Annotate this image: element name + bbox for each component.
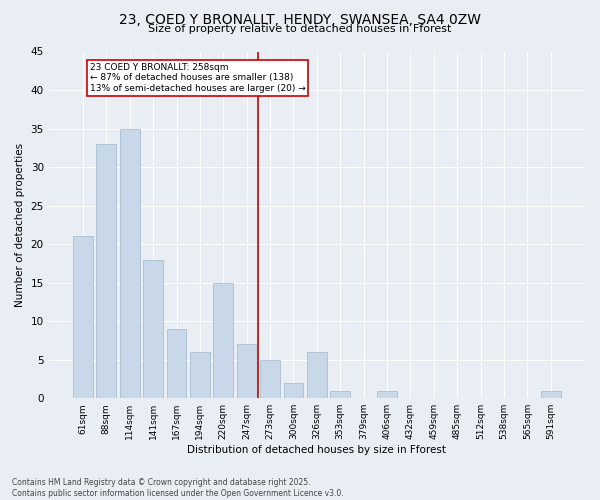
Bar [284,383,304,398]
Text: 23, COED Y BRONALLT, HENDY, SWANSEA, SA4 0ZW: 23, COED Y BRONALLT, HENDY, SWANSEA, SA4… [119,12,481,26]
Bar [73,236,93,398]
Bar [377,390,397,398]
Bar [120,128,140,398]
Text: Size of property relative to detached houses in Fforest: Size of property relative to detached ho… [148,24,452,34]
Bar [214,282,233,398]
Text: 23 COED Y BRONALLT: 258sqm
← 87% of detached houses are smaller (138)
13% of sem: 23 COED Y BRONALLT: 258sqm ← 87% of deta… [90,63,306,93]
Text: Contains HM Land Registry data © Crown copyright and database right 2025.
Contai: Contains HM Land Registry data © Crown c… [12,478,344,498]
Bar [541,390,560,398]
Bar [237,344,257,398]
Bar [307,352,327,398]
Bar [167,329,187,398]
Bar [143,260,163,398]
Bar [97,144,116,398]
Bar [190,352,210,398]
Bar [260,360,280,398]
Bar [330,390,350,398]
X-axis label: Distribution of detached houses by size in Fforest: Distribution of detached houses by size … [187,445,446,455]
Y-axis label: Number of detached properties: Number of detached properties [15,143,25,307]
